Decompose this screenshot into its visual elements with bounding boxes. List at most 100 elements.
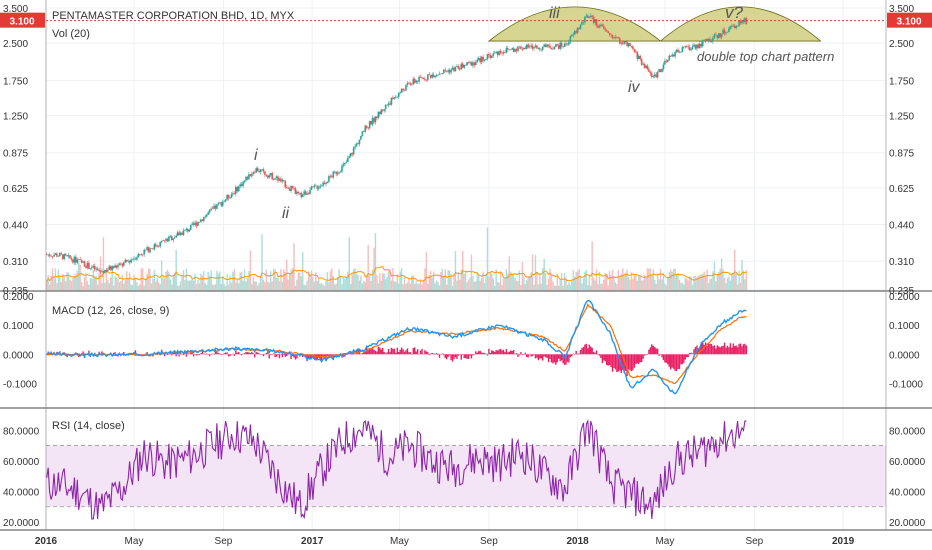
macd-histogram-bar xyxy=(494,351,496,355)
volume-bar xyxy=(98,272,100,290)
price-candle xyxy=(364,125,367,132)
price-candle xyxy=(140,254,143,255)
volume-bar xyxy=(203,270,205,290)
price-candle xyxy=(294,188,297,194)
macd-histogram-bar xyxy=(245,351,247,355)
price-candle xyxy=(219,202,221,204)
volume-bar xyxy=(630,272,633,290)
volume-bar xyxy=(347,271,349,290)
volume-bar xyxy=(230,282,233,290)
macd-histogram-bar xyxy=(181,353,183,355)
volume-bar xyxy=(729,280,732,290)
price-candle xyxy=(157,246,160,247)
macd-histogram-bar xyxy=(486,354,489,356)
price-candle xyxy=(48,254,51,256)
macd-histogram-bar xyxy=(450,354,452,361)
price-candle xyxy=(317,187,320,189)
macd-histogram-bar xyxy=(540,354,542,359)
price-candle xyxy=(162,240,164,241)
volume-bar xyxy=(211,284,214,290)
rsi-tick-label-right: 80.0000 xyxy=(889,426,926,437)
price-candle xyxy=(450,69,452,73)
volume-bar xyxy=(518,270,521,290)
price-candle xyxy=(168,236,170,242)
volume-bar xyxy=(328,282,330,290)
volume-bar xyxy=(191,279,193,290)
price-tick-label-left: 0.440 xyxy=(3,221,28,232)
macd-histogram-bar xyxy=(608,354,611,366)
volume-bar xyxy=(427,283,429,290)
price-candle xyxy=(680,52,682,53)
macd-histogram-bar xyxy=(659,354,662,355)
volume-bar xyxy=(275,277,278,290)
macd-histogram-bar xyxy=(654,347,656,355)
volume-bar xyxy=(345,277,348,290)
volume-bar xyxy=(120,281,122,290)
volume-bar xyxy=(69,279,71,290)
macd-histogram-bar xyxy=(216,350,218,355)
volume-bar xyxy=(597,284,599,290)
price-candle xyxy=(253,172,256,174)
macd-histogram-bar xyxy=(728,347,730,355)
macd-histogram-bar xyxy=(478,351,480,355)
macd-histogram-bar xyxy=(735,345,737,355)
macd-title: MACD (12, 26, close, 9) xyxy=(52,305,169,317)
volume-bar xyxy=(107,279,109,290)
price-candle xyxy=(418,76,420,82)
macd-tick-label-left: 0.0000 xyxy=(3,350,34,361)
price-candle xyxy=(630,46,633,47)
price-candles xyxy=(45,13,748,275)
price-candle xyxy=(652,76,655,77)
macd-histogram-bar xyxy=(507,352,509,355)
volume-bar xyxy=(636,280,638,290)
macd-histogram-bar xyxy=(347,354,349,355)
volume-bar xyxy=(582,278,585,290)
volume-bar xyxy=(86,281,89,290)
price-candle xyxy=(744,18,746,23)
volume-bar xyxy=(158,281,160,290)
price-candle xyxy=(226,194,228,200)
macd-histogram-bar xyxy=(207,354,209,355)
volume-bar xyxy=(232,271,234,290)
volume-bar xyxy=(315,272,317,290)
volume-bar xyxy=(226,274,228,290)
macd-histogram-bar xyxy=(677,354,679,369)
volume-bar xyxy=(139,284,141,290)
price-candle xyxy=(211,208,214,210)
price-candle xyxy=(268,175,271,178)
price-candle xyxy=(95,268,97,270)
volume-bar xyxy=(166,269,169,290)
volume-bar xyxy=(198,282,201,290)
price-candle xyxy=(459,68,461,70)
volume-bar xyxy=(192,280,195,290)
price-candle xyxy=(480,56,483,63)
volume-bar xyxy=(670,269,672,290)
volume-bar xyxy=(390,280,393,290)
price-candle xyxy=(114,265,116,268)
volume-bar xyxy=(434,283,436,290)
price-candle xyxy=(111,266,113,270)
volume-bar xyxy=(486,227,489,290)
macd-histogram-bar xyxy=(328,354,330,357)
price-candle xyxy=(697,44,700,48)
volume-bar xyxy=(619,276,621,290)
macd-histogram-bar xyxy=(528,353,531,355)
macd-histogram-bar xyxy=(480,352,483,355)
macd-histogram-bar xyxy=(213,354,215,355)
price-candle xyxy=(707,38,710,41)
price-candle xyxy=(387,103,390,105)
volume-bar xyxy=(683,284,685,290)
price-candle xyxy=(70,258,73,260)
price-candle xyxy=(50,255,52,257)
price-candle xyxy=(300,192,303,198)
macd-histogram-bar xyxy=(248,352,250,355)
macd-histogram-bar xyxy=(233,354,236,357)
price-candle xyxy=(85,266,87,268)
volume-bar xyxy=(406,282,409,290)
price-candle xyxy=(508,49,511,50)
macd-histogram-bar xyxy=(335,354,337,358)
price-candle xyxy=(492,53,495,56)
macd-histogram-bar xyxy=(697,348,700,355)
price-tick-label-right: 3.500 xyxy=(889,4,914,15)
volume-bar xyxy=(478,275,480,290)
